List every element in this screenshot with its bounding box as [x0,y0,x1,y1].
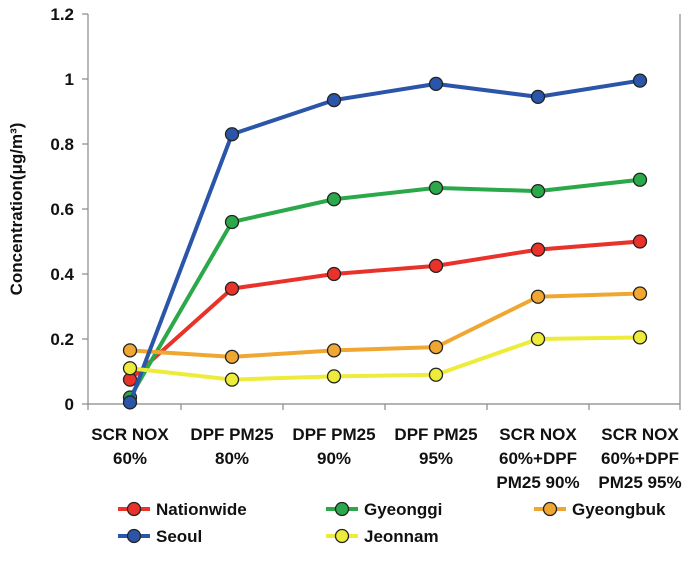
data-point [530,331,546,347]
data-point [326,343,342,358]
data-point [326,192,342,207]
data-point [326,369,342,384]
legend-label: Gyeonggi [364,500,442,519]
axes: 0 0.2 0.4 0.6 0.8 1 1.2 SCR NOX 60% DPF PM25 80% DP… [7,5,682,492]
data-point [530,89,546,105]
data-point [224,372,240,387]
data-point [428,339,444,355]
x-tick-label: SCR NOX 60%+DPF PM25 95% [598,425,681,492]
data-point [530,242,546,257]
legend-swatch-marker [334,501,350,517]
data-point [632,172,648,187]
data-point [632,330,648,345]
data-point [632,234,648,249]
legend-label: Nationwide [156,500,247,519]
y-tick-label: 0.4 [50,265,74,284]
series-line [128,78,642,405]
y-tick-label: 0 [65,395,74,414]
legend-item-gyeonggi: Gyeonggi [326,500,442,519]
data-point [224,214,240,230]
legend-swatch-marker [542,501,558,517]
y-tick-label: 0.8 [50,135,74,154]
data-point [428,367,444,382]
data-point [632,73,648,88]
data-point [224,281,240,296]
series-line [128,239,642,382]
legend-item-seoul: Seoul [118,527,202,546]
series-jeonnam [122,330,648,387]
data-point [632,286,648,301]
data-point [428,258,444,274]
data-point [224,127,240,142]
series-seoul [122,73,648,410]
x-tick-label: SCR NOX 60% [91,425,169,468]
data-point [122,361,138,376]
legend: Nationwide Gyeonggi Gyeongbuk Seoul Jeonnam [118,500,666,546]
y-axis-title: Concentration(μg/m³) [7,123,26,296]
series-line [128,335,642,382]
x-tick-label: SCR NOX 60%+DPF PM25 90% [496,425,579,492]
series-nationwide [122,234,648,387]
y-tick-label: 1.2 [50,5,74,24]
legend-item-nationwide: Nationwide [118,500,247,519]
data-point [530,183,546,199]
y-tick-label: 0.6 [50,200,74,219]
legend-item-jeonnam: Jeonnam [326,527,439,546]
data-point [122,395,138,410]
legend-swatch-marker [334,528,350,544]
x-tick-label: DPF PM25 80% [190,425,273,468]
data-point [428,76,444,92]
series-gyeongbuk [122,286,648,365]
y-tick-label: 0.2 [50,330,74,349]
y-tick-label: 1 [65,70,74,89]
legend-item-gyeongbuk: Gyeongbuk [534,500,666,519]
x-tick-label: DPF PM25 90% [292,425,375,468]
series-line [128,291,642,359]
x-tick-label: DPF PM25 95% [394,425,477,468]
data-point [530,289,546,304]
data-point [428,180,444,196]
data-point [224,349,240,365]
legend-swatch-marker [126,528,142,544]
data-point [326,266,342,282]
legend-label: Gyeongbuk [572,500,666,519]
legend-swatch-marker [126,501,142,517]
legend-label: Seoul [156,527,202,546]
data-point [122,343,138,358]
data-point [326,92,342,108]
series-line [128,177,642,400]
legend-label: Jeonnam [364,527,439,546]
series-layer [122,73,648,410]
